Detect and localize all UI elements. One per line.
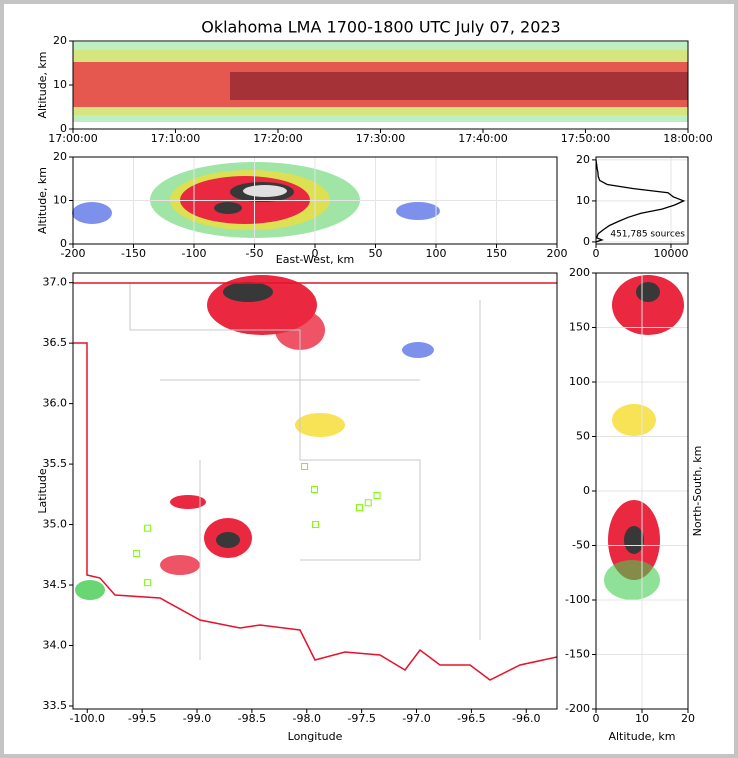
- y-tick-label: 150: [569, 321, 590, 334]
- station-marker: [373, 492, 381, 500]
- station-marker: [133, 550, 141, 558]
- map-boundaries: [73, 282, 558, 681]
- x-tick-label: 18:00:00: [663, 132, 712, 145]
- y-tick-label: -200: [565, 702, 590, 715]
- y-tick-label: 200: [569, 266, 590, 279]
- x-tick-label: 10: [635, 712, 649, 725]
- y-tick-label: 36.0: [43, 397, 68, 410]
- y-tick-label: 50: [576, 430, 590, 443]
- y-tick-label: 35.0: [43, 518, 68, 531]
- x-tick-label: 17:40:00: [458, 132, 507, 145]
- y-tick-label: 34.5: [43, 578, 68, 591]
- x-tick-label: 50: [369, 247, 383, 260]
- plot-frame: [595, 272, 689, 710]
- y-tick-label: 36.5: [43, 336, 68, 349]
- y-tick-label: 0: [583, 484, 590, 497]
- x-tick-label: -96.5: [457, 712, 485, 725]
- x-tick-label: 20: [681, 712, 695, 725]
- y-tick-label: 0: [60, 122, 67, 135]
- x-tick-label: -100.0: [70, 712, 105, 725]
- y-tick-label: 33.5: [43, 699, 68, 712]
- x-tick-label: -100: [182, 247, 207, 260]
- x-tick-label: 17:10:00: [151, 132, 200, 145]
- y-tick-label: 37.0: [43, 276, 68, 289]
- x-tick-label: 0: [312, 247, 319, 260]
- x-tick-label: 10000: [653, 247, 688, 260]
- x-tick-label: -97.5: [347, 712, 375, 725]
- plot-frame: [72, 156, 558, 245]
- station-marker: [364, 499, 372, 507]
- x-tick-label: 17:00:00: [48, 132, 97, 145]
- x-tick-label: -50: [246, 247, 264, 260]
- figure: Oklahoma LMA 1700-1800 UTC July 07, 2023: [4, 4, 734, 754]
- y-tick-label: 10: [53, 194, 67, 207]
- x-tick-label: -97.0: [402, 712, 430, 725]
- x-tick-label: 100: [426, 247, 447, 260]
- x-tick-label: 17:20:00: [253, 132, 302, 145]
- y-tick-label: -150: [565, 648, 590, 661]
- station-marker: [310, 485, 318, 493]
- y-tick-label: 0: [583, 235, 590, 248]
- y-tick-label: -50: [572, 539, 590, 552]
- x-tick-label: -99.0: [183, 712, 211, 725]
- y-tick-label: 35.5: [43, 457, 68, 470]
- plot-frame: [72, 272, 558, 710]
- figure-title: Oklahoma LMA 1700-1800 UTC July 07, 2023: [201, 18, 560, 37]
- station-marker: [301, 463, 309, 471]
- x-tick-label: -200: [61, 247, 86, 260]
- y-tick-label: 0: [60, 237, 67, 250]
- x-tick-label: -96.0: [512, 712, 540, 725]
- y-axis-label: Altitude, km: [36, 167, 49, 234]
- x-tick-label: -98.0: [293, 712, 321, 725]
- profile-line: [595, 159, 686, 243]
- y-tick-label: -100: [565, 593, 590, 606]
- x-tick-label: 0: [593, 247, 600, 260]
- station-marker: [355, 504, 363, 512]
- annotation: 451,785 sources: [610, 230, 685, 240]
- y-tick-label: 10: [576, 194, 590, 207]
- x-axis-label: Longitude: [288, 730, 343, 743]
- x-tick-label: 0: [593, 712, 600, 725]
- y-tick-label: 20: [576, 153, 590, 166]
- station-marker: [144, 579, 152, 587]
- y-tick-label: 100: [569, 375, 590, 388]
- x-tick-label: 17:50:00: [561, 132, 610, 145]
- y-axis-label: North-South, km: [691, 446, 704, 537]
- station-marker: [144, 524, 152, 532]
- x-tick-label: 17:30:00: [356, 132, 405, 145]
- x-axis-label: Altitude, km: [608, 730, 675, 743]
- station-marker: [312, 521, 320, 529]
- y-tick-label: 10: [53, 78, 67, 91]
- x-tick-label: -150: [121, 247, 146, 260]
- plot-frame: [595, 156, 689, 245]
- y-tick-label: 34.0: [43, 639, 68, 652]
- y-axis-label: Latitude: [36, 468, 49, 514]
- x-axis-label: East-West, km: [276, 253, 354, 266]
- x-tick-label: 200: [547, 247, 568, 260]
- y-tick-label: 20: [53, 150, 67, 163]
- x-tick-label: -99.5: [128, 712, 156, 725]
- x-tick-label: -98.5: [238, 712, 266, 725]
- plot-frame: [72, 40, 689, 130]
- y-axis-label: Altitude, km: [36, 51, 49, 118]
- y-tick-label: 20: [53, 34, 67, 47]
- x-tick-label: 150: [486, 247, 507, 260]
